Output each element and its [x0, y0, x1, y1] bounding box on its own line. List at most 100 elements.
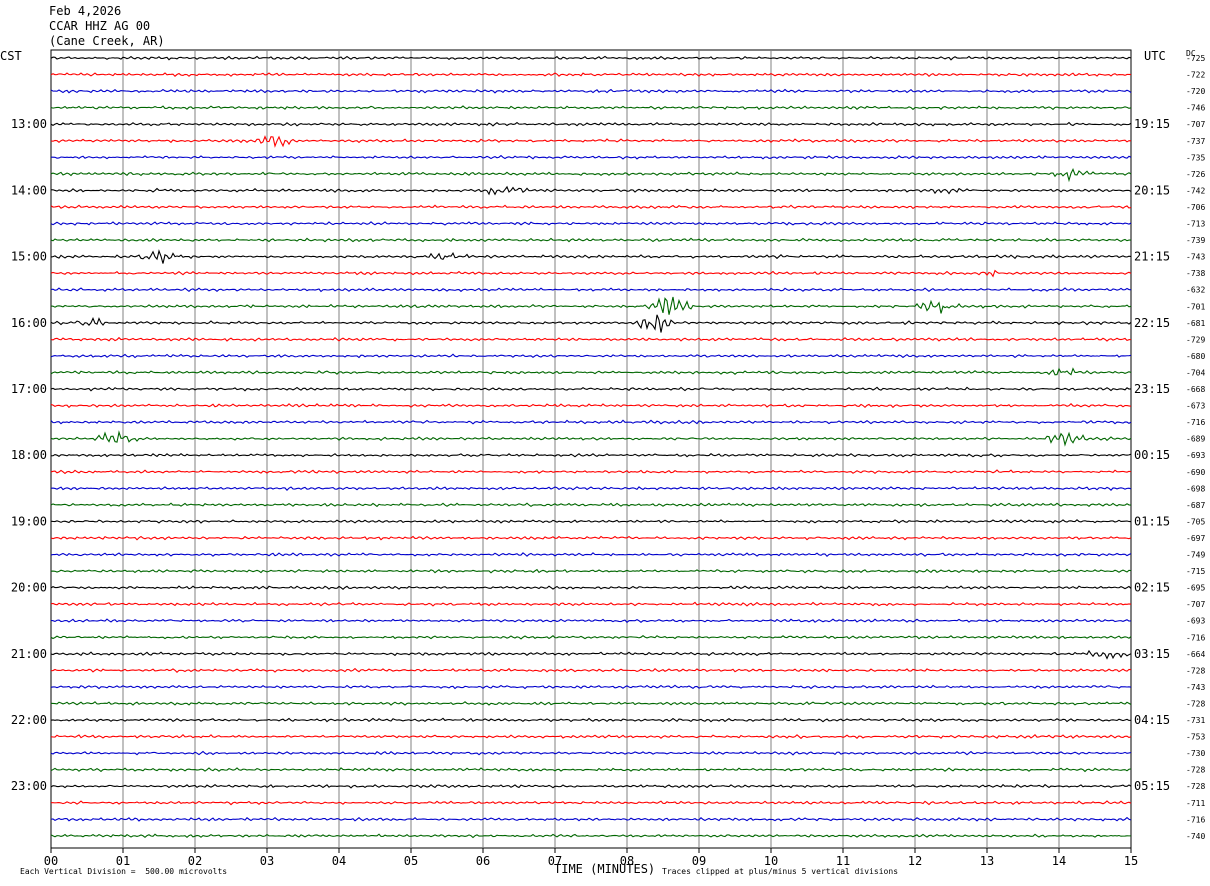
- seismic-trace-row: [50, 221, 1132, 226]
- dc-offset-value: -740: [1186, 832, 1205, 841]
- seismic-trace-row: [50, 167, 1132, 183]
- dc-offset-value: -695: [1186, 584, 1205, 593]
- dc-offset-value: -715: [1186, 567, 1205, 576]
- x-tick-label: 06: [476, 854, 490, 868]
- dc-offset-value: -731: [1186, 716, 1205, 725]
- seismic-trace-row: [50, 55, 1132, 61]
- seismic-trace-row: [50, 601, 1132, 607]
- x-tick-label: 04: [332, 854, 346, 868]
- dc-offset-value: -698: [1186, 484, 1205, 493]
- x-axis-title: TIME (MINUTES): [554, 862, 656, 876]
- left-hour-label: 14:00: [11, 183, 47, 197]
- x-tick-label: 10: [764, 854, 778, 868]
- dc-offset-value: -726: [1186, 170, 1205, 179]
- seismic-trace-row: [50, 667, 1132, 673]
- seismic-trace-row: [50, 535, 1132, 541]
- dc-offset-value: -749: [1186, 551, 1205, 560]
- dc-offset-header: DC: [1186, 49, 1196, 58]
- x-tick-label: 12: [908, 854, 922, 868]
- seismic-trace-row: [50, 452, 1132, 458]
- x-tick-label: 11: [836, 854, 850, 868]
- plot-frame: [50, 49, 1132, 849]
- left-hour-label: 21:00: [11, 647, 47, 661]
- seismic-trace-row: [50, 336, 1132, 342]
- dc-offset-value: -729: [1186, 335, 1205, 344]
- x-tick-label: 09: [692, 854, 706, 868]
- seismic-trace-row: [50, 419, 1132, 425]
- dc-offset-value: -668: [1186, 385, 1205, 394]
- left-hour-label: 15:00: [11, 250, 47, 264]
- seismic-trace-row: [50, 585, 1132, 591]
- dc-offset-value: -689: [1186, 435, 1205, 444]
- dc-offset-value: -706: [1186, 203, 1205, 212]
- seismic-trace-row: [50, 800, 1132, 806]
- dc-offset-value: -725: [1186, 54, 1205, 63]
- seismic-trace-row: [50, 618, 1132, 624]
- right-hour-label: 03:15: [1134, 647, 1170, 661]
- seismic-trace-row: [50, 767, 1132, 773]
- right-hour-label: 22:15: [1134, 316, 1170, 330]
- seismic-trace-row: [50, 204, 1132, 210]
- right-hour-label: 05:15: [1134, 779, 1170, 793]
- dc-offset-value: -680: [1186, 352, 1205, 361]
- seismic-trace-row: [50, 88, 1132, 94]
- left-timezone-label: CST: [0, 49, 22, 63]
- left-hour-label: 22:00: [11, 713, 47, 727]
- clip-note: Traces clipped at plus/minus 5 vertical …: [662, 867, 899, 876]
- x-tick-label: 15: [1124, 854, 1138, 868]
- dc-offset-value: -690: [1186, 468, 1205, 477]
- dc-offset-value: -711: [1186, 799, 1205, 808]
- seismic-trace-row: [50, 287, 1132, 293]
- dc-offset-value: -673: [1186, 402, 1205, 411]
- x-tick-label: 00: [44, 854, 58, 868]
- right-hour-label: 23:15: [1134, 382, 1170, 396]
- dc-offset-value: -728: [1186, 699, 1205, 708]
- dc-offset-value: -693: [1186, 617, 1205, 626]
- seismic-trace-row: [50, 684, 1132, 690]
- dc-offset-value: -728: [1186, 766, 1205, 775]
- dc-offset-value: -701: [1186, 302, 1205, 311]
- seismic-trace-row: [50, 750, 1132, 756]
- seismic-trace-row: [50, 121, 1132, 127]
- header-date: Feb 4,2026: [49, 4, 122, 18]
- dc-offset-value: -742: [1186, 186, 1205, 195]
- dc-offset-value: -632: [1186, 286, 1205, 295]
- dc-offset-value: -716: [1186, 633, 1205, 642]
- dc-offset-value: -716: [1186, 815, 1205, 824]
- x-tick-label: 02: [188, 854, 202, 868]
- dc-offset-value: -687: [1186, 501, 1205, 510]
- dc-offset-value: -693: [1186, 451, 1205, 460]
- dc-offset-value: -704: [1186, 368, 1205, 377]
- dc-offset-value: -743: [1186, 253, 1205, 262]
- seismic-trace-row: [50, 72, 1132, 78]
- header-station: CCAR HHZ AG 00: [49, 19, 151, 33]
- seismic-trace-row: [50, 386, 1132, 392]
- seismic-trace-row: [50, 403, 1132, 409]
- seismic-trace-row: [50, 105, 1132, 111]
- dc-offset-value: -707: [1186, 120, 1205, 129]
- dc-offset-value: -739: [1186, 236, 1205, 245]
- seismic-trace-row: [50, 367, 1132, 376]
- seismic-trace-row: [50, 249, 1132, 264]
- dc-offset-value: -728: [1186, 666, 1205, 675]
- seismic-trace-row: [50, 486, 1132, 491]
- seismic-trace-row: [50, 502, 1132, 508]
- right-hour-label: 04:15: [1134, 713, 1170, 727]
- seismic-trace-row: [50, 649, 1132, 660]
- left-hour-label: 13:00: [11, 117, 47, 131]
- seismic-trace-row: [50, 816, 1132, 822]
- x-tick-label: 14: [1052, 854, 1066, 868]
- x-tick-label: 13: [980, 854, 994, 868]
- dc-offset-value: -664: [1186, 650, 1205, 659]
- left-hour-label: 19:00: [11, 514, 47, 528]
- dc-offset-value: -713: [1186, 220, 1205, 229]
- dc-offset-value: -697: [1186, 534, 1205, 543]
- x-tick-label: 08: [620, 854, 634, 868]
- left-hour-label: 23:00: [11, 779, 47, 793]
- scale-note: Each Vertical Division = 500.00 microvol…: [20, 867, 228, 876]
- seismic-trace-row: [50, 314, 1132, 333]
- x-tick-label: 05: [404, 854, 418, 868]
- dc-offset-value: -681: [1186, 319, 1205, 328]
- seismic-trace-row: [50, 353, 1132, 359]
- seismic-trace-row: [50, 552, 1132, 558]
